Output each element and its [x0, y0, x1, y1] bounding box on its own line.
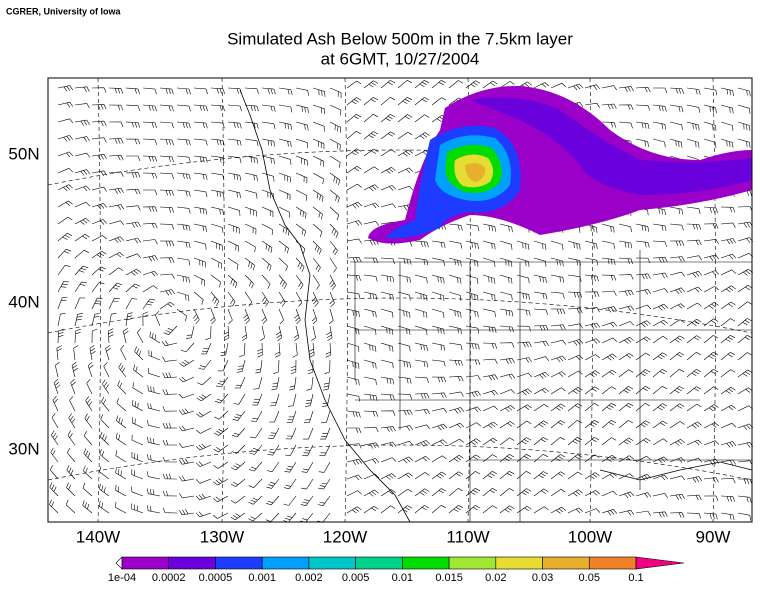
colorbar-swatch — [215, 556, 263, 570]
colorbar-label: 0.015 — [435, 572, 463, 584]
colorbar-label: 0.03 — [532, 572, 553, 584]
latitude-label: 50N — [8, 144, 39, 163]
colorbar-swatch — [121, 556, 170, 570]
colorbar-label: 0.01 — [392, 572, 413, 584]
colorbar-label: 1e-04 — [108, 572, 136, 584]
map-frame — [47, 77, 753, 523]
plume-level-7 — [465, 163, 486, 182]
longitude-label: 130W — [200, 527, 244, 546]
axis-labels: 140W 130W 120W 110W 100W 90W 50N 40N 30N — [8, 144, 730, 546]
longitude-label: 90W — [696, 527, 731, 546]
colorbar-swatch — [261, 556, 310, 570]
ash-plume — [368, 85, 752, 244]
colorbar-swatch — [168, 556, 216, 570]
colorbar-max-triangle — [635, 556, 685, 570]
colorbar-label: 0.001 — [248, 572, 276, 584]
colorbar-label: 0.005 — [342, 572, 370, 584]
longitude-label: 100W — [568, 527, 612, 546]
subtitle: at 6GMT, 10/27/2004 — [321, 49, 480, 68]
colorbar-label: 0.02 — [485, 572, 506, 584]
borders — [350, 250, 752, 522]
latitude-label: 30N — [8, 439, 39, 458]
colorbar-label: 0.1 — [628, 572, 643, 584]
longitude-label: 140W — [76, 527, 120, 546]
colorbar-label: 0.0005 — [199, 572, 233, 584]
west-coast — [239, 89, 411, 523]
colorbar: 1e-04 0.0002 0.0005 0.001 0.002 0.005 0.01 0.01… — [108, 556, 685, 584]
colorbar-swatch — [588, 556, 637, 570]
coastlines — [239, 89, 753, 523]
colorbar-label: 0.05 — [579, 572, 600, 584]
colorbar-swatch — [402, 556, 450, 570]
title: Simulated Ash Below 500m in the 7.5km la… — [227, 29, 573, 48]
colorbar-swatch — [542, 556, 590, 570]
colorbar-swatch — [355, 556, 403, 570]
latitude-label: 40N — [8, 292, 39, 311]
colorbar-label: 0.002 — [295, 572, 323, 584]
longitude-label: 110W — [446, 527, 489, 546]
plume-level-2 — [470, 97, 752, 195]
colorbar-swatch — [448, 556, 497, 570]
colorbar-swatch — [495, 556, 543, 570]
gulf-coast — [599, 461, 753, 481]
colorbar-label: 0.0002 — [152, 572, 186, 584]
longitude-label: 120W — [323, 527, 367, 546]
credit: CGRER, University of Iowa — [6, 6, 122, 16]
colorbar-swatch — [308, 556, 356, 570]
